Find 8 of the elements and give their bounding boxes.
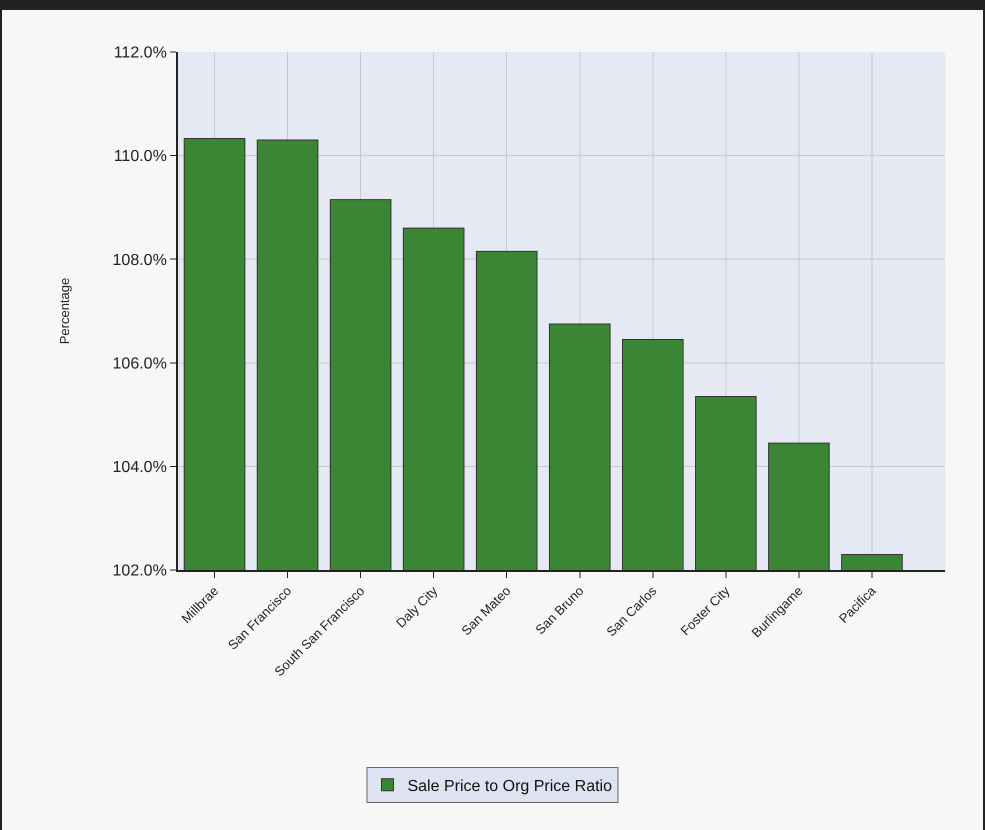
y-tick-label: 108.0% [112,252,167,269]
y-tick-label: 102.0% [112,562,167,580]
y-tick-label: 112.0% [114,44,167,62]
y-tick-label: 104.0% [112,459,167,476]
legend-label: Sale Price to Org Price Ratio [407,778,612,795]
y-axis-title: Percentage [56,278,72,344]
y-tick-label: 106.0% [112,355,167,372]
y-tick-label: 110.0% [114,148,167,166]
